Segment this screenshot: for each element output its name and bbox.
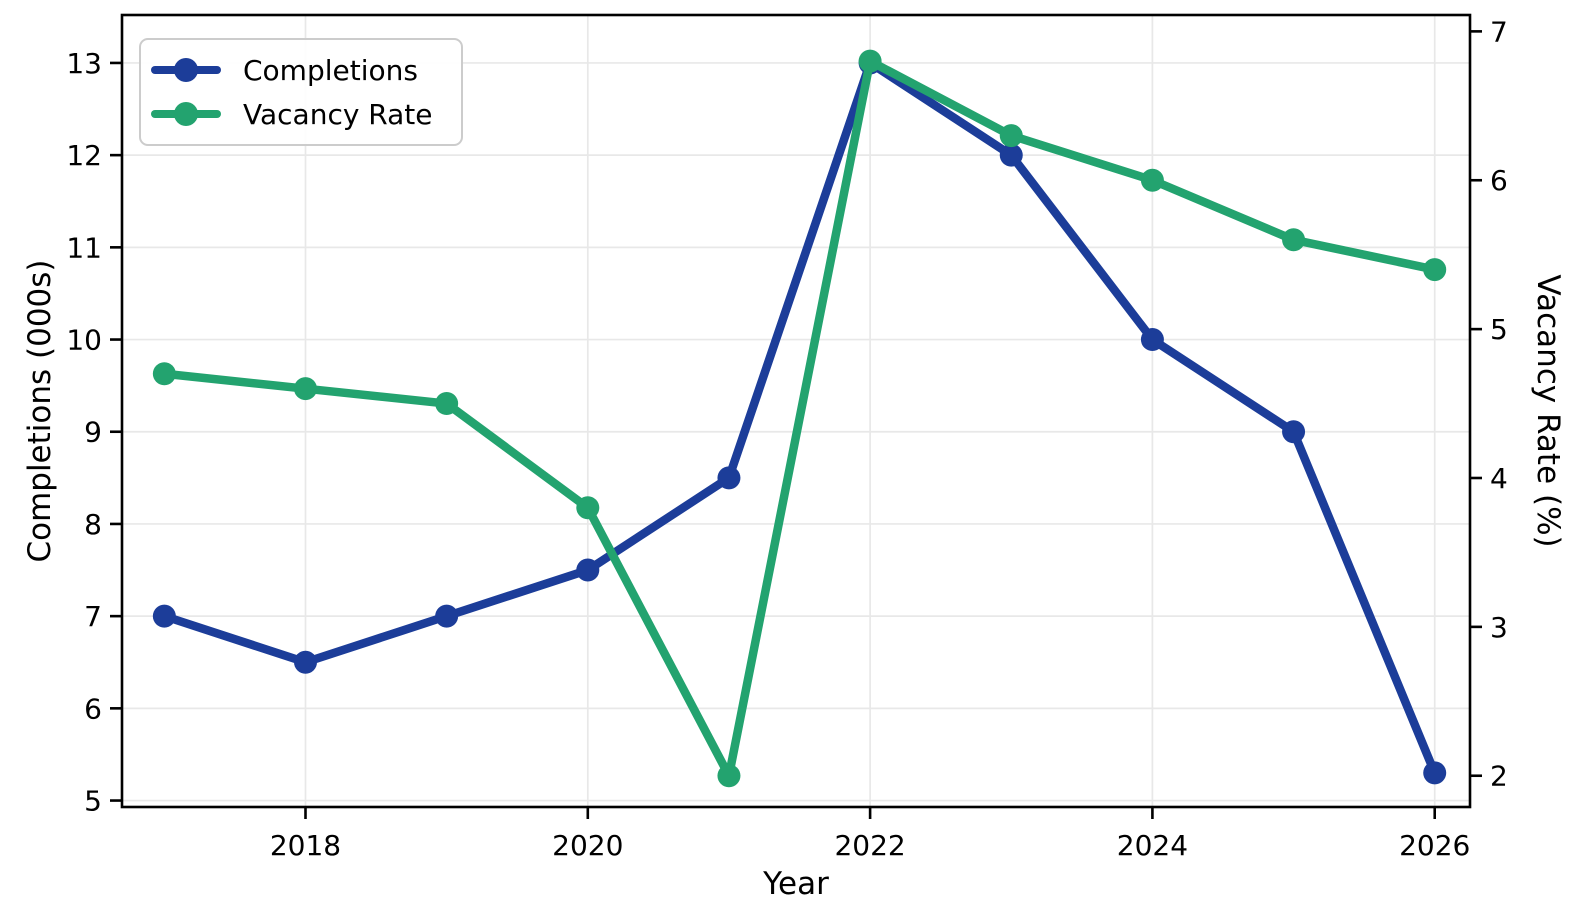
completions-line-marker-icon <box>151 58 221 82</box>
plot-border <box>120 13 1472 809</box>
legend-label-vacancy-rate: Vacancy Rate <box>243 97 433 131</box>
y-left-tick-label: 9 <box>84 416 102 449</box>
y-left-tick-label: 12 <box>66 139 102 172</box>
x-axis-title: Year <box>763 866 829 902</box>
completions-marker <box>152 604 176 628</box>
completions-marker <box>1423 761 1447 785</box>
legend-label-completions: Completions <box>243 53 418 87</box>
completions-marker <box>1282 420 1306 444</box>
y-right-tick-label: 5 <box>1490 313 1508 346</box>
completions-marker <box>293 650 317 674</box>
legend: Completions Vacancy Rate <box>139 38 463 146</box>
vacancy-rate-marker <box>152 362 176 386</box>
vacancy-rate-marker <box>576 496 600 520</box>
vacancy-rate-marker <box>435 392 459 416</box>
y-left-tick-label: 11 <box>66 231 102 264</box>
y-left-tick-label: 5 <box>84 785 102 818</box>
y-right-tick-label: 4 <box>1490 462 1508 495</box>
completions-line <box>160 58 1439 778</box>
completions-marker <box>435 604 459 628</box>
y-axis-right-title: Vacancy Rate (%) <box>1530 274 1566 548</box>
vacancy-rate-marker <box>1423 258 1447 282</box>
x-tick-label: 2020 <box>552 829 623 862</box>
legend-item-vacancy-rate: Vacancy Rate <box>151 94 433 134</box>
x-tick-label: 2018 <box>270 829 341 862</box>
y-left-tick-label: 8 <box>84 508 102 541</box>
legend-item-completions: Completions <box>151 50 433 90</box>
x-tick-label: 2026 <box>1399 829 1470 862</box>
x-tick-label: 2022 <box>834 829 905 862</box>
vacancy-rate-marker <box>1140 168 1164 192</box>
y-right-tick-label: 7 <box>1490 15 1508 48</box>
vacancy-rate-marker <box>858 49 882 73</box>
x-tick-label: 2024 <box>1117 829 1188 862</box>
vacancy-rate-marker <box>293 377 317 401</box>
vacancy-rate-marker <box>1282 228 1306 252</box>
completions-marker <box>999 143 1023 167</box>
y-left-tick-label: 13 <box>66 47 102 80</box>
y-right-tick-label: 2 <box>1490 760 1508 793</box>
y-left-tick-label: 10 <box>66 324 102 357</box>
y-right-tick-label: 6 <box>1490 164 1508 197</box>
vacancy-rate-marker <box>717 764 741 788</box>
vacancy-rate-line-marker-icon <box>151 102 221 126</box>
vacancy-rate-line <box>160 56 1439 780</box>
vacancy-rate-marker <box>999 124 1023 148</box>
completions-marker <box>576 558 600 582</box>
y-right-tick-label: 3 <box>1490 611 1508 644</box>
y-axis-left-title: Completions (000s) <box>22 259 58 563</box>
y-left-tick-label: 6 <box>84 692 102 725</box>
completions-marker <box>717 466 741 490</box>
y-left-tick-label: 7 <box>84 600 102 633</box>
completions-marker <box>1140 328 1164 352</box>
